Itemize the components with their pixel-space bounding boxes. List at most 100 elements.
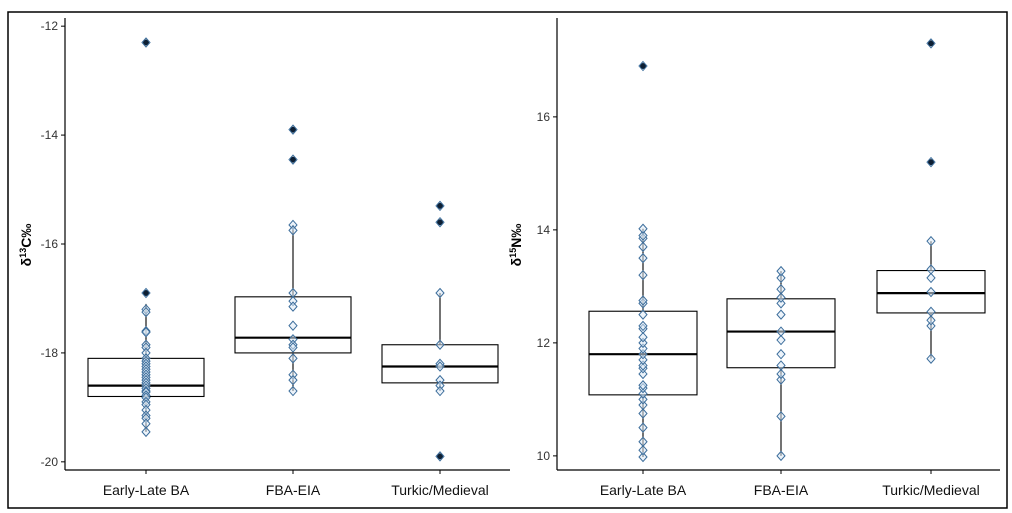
data-point: [638, 379, 648, 391]
data-point: [926, 353, 936, 364]
y-tick-label: 10: [537, 449, 551, 463]
data-point: [776, 272, 786, 284]
y-tick-label: -16: [41, 237, 59, 251]
data-point: [776, 368, 786, 380]
outlier-point: [928, 40, 934, 47]
data-point: [926, 306, 936, 318]
data-point: [638, 444, 648, 456]
outlier-diamond: [638, 60, 648, 72]
data-point: [776, 283, 786, 295]
data-point: [926, 286, 936, 298]
figure-frame: [7, 11, 1008, 509]
data-point: [776, 265, 786, 277]
outlier-diamond: [141, 287, 151, 299]
data-point: [926, 264, 936, 275]
data-point: [288, 301, 298, 312]
data-point: [638, 422, 648, 433]
panel-d13c: δ13C‰ -12 -14 -16 -18 -20 Early-Late BA FBA-E…: [18, 18, 510, 498]
outlier-point: [290, 156, 296, 163]
data-point: [435, 287, 445, 299]
data-point: [288, 374, 298, 386]
data-point: [638, 241, 648, 253]
y-tick-label: 14: [537, 223, 551, 237]
panel-d13c-ylabel: δ13C‰: [18, 224, 34, 267]
outlier-diamond: [288, 154, 298, 165]
data-point: [638, 320, 648, 332]
data-point: [638, 394, 648, 405]
data-point: [926, 235, 936, 247]
y-tick-label: -14: [41, 128, 59, 142]
data-point: [926, 320, 936, 332]
data-point: [776, 309, 786, 320]
outlier-diamond: [141, 37, 151, 48]
data-point: [435, 385, 445, 397]
x-tick-label: Early-Late BA: [600, 482, 687, 498]
data-point: [288, 342, 298, 353]
data-point: [776, 450, 786, 462]
outlier-point: [928, 159, 934, 166]
outlier-point: [640, 63, 646, 70]
outlier-point: [143, 290, 149, 297]
data-point: [638, 388, 648, 399]
data-point: [638, 348, 648, 360]
data-point: [638, 354, 648, 366]
data-point: [926, 315, 936, 326]
data-point: [638, 360, 648, 371]
data-point: [638, 230, 648, 241]
data-point: [776, 374, 786, 385]
data-point: [638, 343, 648, 354]
data-point: [141, 326, 151, 338]
data-point: [926, 272, 936, 284]
outlier-point: [290, 126, 296, 133]
outlier-diamond: [926, 156, 936, 168]
x-tick-label: FBA-EIA: [754, 482, 809, 498]
data-point: [638, 223, 648, 234]
outlier-diamond: [435, 216, 445, 228]
data-point: [638, 368, 648, 380]
y-tick-label: -20: [41, 455, 59, 469]
x-tick-label: Turkic/Medieval: [882, 482, 980, 498]
data-point: [435, 361, 445, 372]
data-point: [638, 269, 648, 281]
outlier-diamond: [288, 124, 298, 135]
data-point: [638, 451, 648, 463]
data-point: [435, 339, 445, 350]
data-point: [288, 225, 298, 236]
x-tick-label: Early-Late BA: [103, 482, 190, 498]
box-group: [876, 241, 986, 359]
data-point: [776, 360, 786, 371]
data-point: [638, 436, 648, 448]
outlier-point: [437, 453, 443, 460]
data-point: [776, 292, 786, 303]
data-point: [288, 385, 298, 397]
data-point: [638, 399, 648, 411]
y-tick-label: -18: [41, 346, 59, 360]
data-point: [776, 348, 786, 360]
outlier-point: [437, 219, 443, 226]
data-point: [638, 309, 648, 320]
x-tick-label: Turkic/Medieval: [391, 482, 489, 498]
panel-d15n-ylabel: δ15N‰: [508, 224, 524, 267]
data-point: [638, 295, 648, 306]
data-point: [776, 326, 786, 337]
outlier-diamond: [926, 38, 936, 49]
data-point: [776, 298, 786, 309]
data-point: [638, 337, 648, 349]
data-point: [776, 334, 786, 346]
data-point: [141, 306, 151, 318]
data-point: [638, 252, 648, 264]
x-tick-label: FBA-EIA: [266, 482, 321, 498]
outlier-diamond: [435, 200, 445, 212]
data-point: [638, 408, 648, 419]
outlier-point: [437, 202, 443, 209]
data-point: [288, 320, 298, 331]
outlier-diamond: [435, 451, 445, 462]
panel-d15n: δ15N‰ 10 12 14 16 Early-Late BA FBA-EIA Turki…: [508, 18, 1000, 498]
y-tick-label: 16: [537, 110, 551, 124]
data-point: [288, 353, 298, 364]
outlier-point: [143, 39, 149, 46]
data-point: [141, 426, 151, 438]
y-tick-label: -12: [41, 19, 59, 33]
data-point: [776, 411, 786, 422]
